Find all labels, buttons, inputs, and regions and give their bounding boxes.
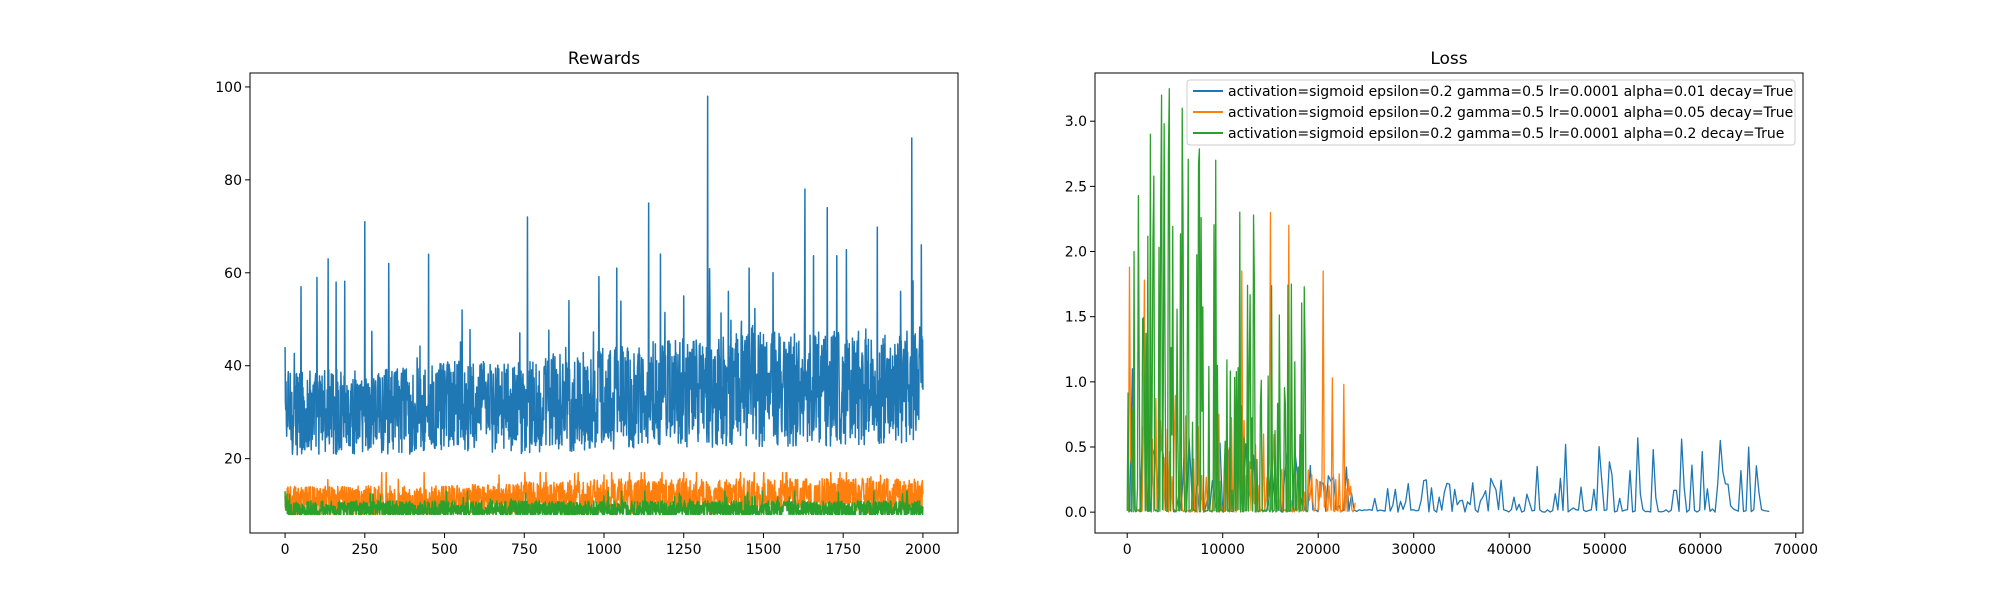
loss-x-tick-label: 50000 (1582, 542, 1627, 558)
loss-x-tick-label: 20000 (1296, 542, 1341, 558)
loss-y-tick-label: 1.0 (1065, 375, 1087, 391)
loss-y-tick-label: 1.5 (1065, 310, 1087, 326)
rewards-x-tick-label: 750 (511, 542, 538, 558)
loss-y-tick-label: 2.5 (1065, 179, 1087, 195)
loss-x-tick-label: 60000 (1678, 542, 1723, 558)
rewards-y-tick-label: 80 (224, 173, 242, 189)
rewards-x-tick-label: 1750 (825, 542, 861, 558)
rewards-y-tick-label: 20 (224, 452, 242, 468)
loss-x-tick-label: 40000 (1487, 542, 1532, 558)
rewards-x-tick-label: 250 (351, 542, 378, 558)
rewards-y-tick-label: 60 (224, 266, 242, 282)
loss-y-tick-label: 0.5 (1065, 440, 1087, 456)
rewards-ticks: 0 250 500 750 1000 1250 1500 1750 2000 20 40 60 80 10… (215, 80, 940, 558)
loss-x-tick-label: 10000 (1200, 542, 1245, 558)
loss-y-tick-label: 0.0 (1065, 505, 1087, 521)
rewards-y-tick-label: 100 (215, 80, 242, 96)
rewards-x-tick-label: 1250 (666, 542, 702, 558)
rewards-series-layer (284, 95, 924, 516)
loss-plot-frame (1094, 72, 1804, 534)
rewards-x-tick-label: 500 (431, 542, 458, 558)
loss-series-layer (1126, 87, 1770, 513)
rewards-series-3-line (284, 490, 924, 516)
rewards-y-tick-label: 40 (224, 359, 242, 375)
rewards-series-1-line (284, 95, 924, 456)
loss-y-tick-label: 2.0 (1065, 245, 1087, 261)
loss-series-3-line (1126, 87, 1309, 513)
loss-title: Loss (1430, 49, 1467, 69)
rewards-plot-frame (249, 72, 959, 534)
rewards-x-tick-label: 1000 (586, 542, 622, 558)
rewards-title: Rewards (568, 49, 640, 69)
loss-y-tick-label: 3.0 (1065, 114, 1087, 130)
loss-x-tick-label: 0 (1123, 542, 1132, 558)
rewards-x-tick-label: 0 (281, 542, 290, 558)
loss-chart: Loss 0 10000 20000 30000 40000 50000 60000 7000… (1065, 49, 1818, 558)
loss-x-tick-label: 70000 (1773, 542, 1818, 558)
rewards-x-tick-label: 1500 (746, 542, 782, 558)
loss-legend: activation=sigmoid epsilon=0.2 gamma=0.5… (1186, 79, 1796, 146)
legend-label-alpha-005: activation=sigmoid epsilon=0.2 gamma=0.5… (1228, 105, 1793, 121)
legend-box (1186, 79, 1796, 146)
rewards-chart: Rewards 0 250 500 750 1000 1250 1500 1750 2000 20… (215, 49, 959, 558)
loss-x-tick-label: 30000 (1391, 542, 1436, 558)
rewards-x-tick-label: 2000 (905, 542, 941, 558)
legend-label-alpha-001: activation=sigmoid epsilon=0.2 gamma=0.5… (1228, 84, 1793, 100)
loss-ticks: 0 10000 20000 30000 40000 50000 60000 70000 0.0 0… (1065, 114, 1818, 558)
legend-label-alpha-02: activation=sigmoid epsilon=0.2 gamma=0.5… (1228, 126, 1784, 142)
rewards-series-2-line (284, 471, 924, 516)
